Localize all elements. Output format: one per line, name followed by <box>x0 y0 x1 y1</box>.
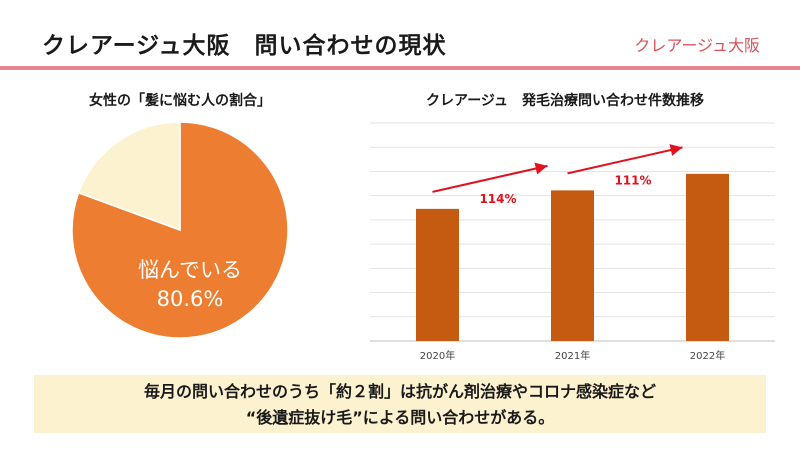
bar-2020年 <box>416 208 459 341</box>
page-title: クレアージュ大阪 問い合わせの現状 <box>42 33 447 59</box>
summary-note-line-1: 毎月の問い合わせのうち「約２割」は抗がん剤治療やコロナ感染症など <box>143 382 656 401</box>
pie-slice-label: 悩んでいる <box>138 258 242 282</box>
x-tick-label: 2022年 <box>690 349 725 362</box>
bar-2022年 <box>686 173 729 341</box>
growth-rate-label-2: 111% <box>614 173 651 187</box>
x-tick-label: 2021年 <box>555 349 590 362</box>
summary-note-line-2: “後遺症抜け毛”による問い合わせがある。 <box>245 408 555 427</box>
pie-chart-title: 女性の「髪に悩む人の割合」 <box>89 93 271 109</box>
pie-slice-2 <box>77 121 181 232</box>
bar-2021年 <box>551 190 594 341</box>
bar-chart-title: クレアージュ 発毛治療問い合わせ件数推移 <box>426 93 704 109</box>
brand-label: クレアージュ大阪 <box>634 36 760 55</box>
growth-arrow-1 <box>432 162 548 193</box>
growth-arrow-2 <box>567 144 683 175</box>
x-tick-label: 2020年 <box>420 349 455 362</box>
pie-slice-value-label: 80.6% <box>157 287 224 311</box>
summary-note: 毎月の問い合わせのうち「約２割」は抗がん剤治療やコロナ感染症など “後遺症抜け毛… <box>34 375 766 433</box>
growth-rate-label-1: 114% <box>479 192 516 206</box>
header-divider <box>0 66 800 70</box>
